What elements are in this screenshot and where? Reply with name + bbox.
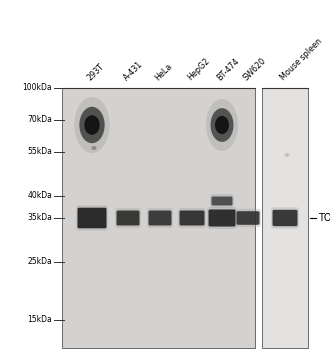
FancyBboxPatch shape: [78, 208, 107, 228]
Bar: [262, 88, 308, 348]
Text: BT-474: BT-474: [215, 56, 242, 82]
Ellipse shape: [84, 115, 100, 135]
Ellipse shape: [211, 108, 234, 142]
FancyBboxPatch shape: [116, 210, 140, 225]
FancyBboxPatch shape: [178, 208, 206, 228]
FancyBboxPatch shape: [148, 210, 172, 225]
Text: SW620: SW620: [242, 56, 268, 82]
FancyBboxPatch shape: [210, 194, 234, 208]
Text: 55kDa: 55kDa: [27, 147, 52, 156]
Ellipse shape: [74, 97, 110, 153]
Text: 40kDa: 40kDa: [27, 191, 52, 201]
Text: 35kDa: 35kDa: [27, 214, 52, 223]
FancyBboxPatch shape: [273, 210, 298, 226]
Ellipse shape: [91, 146, 96, 150]
FancyBboxPatch shape: [76, 205, 108, 231]
Text: HeLa: HeLa: [154, 61, 174, 82]
FancyBboxPatch shape: [209, 209, 236, 226]
FancyBboxPatch shape: [271, 207, 299, 229]
Ellipse shape: [206, 99, 238, 151]
Text: 293T: 293T: [86, 62, 106, 82]
Text: Mouse spleen: Mouse spleen: [279, 37, 324, 82]
Bar: [62, 88, 255, 348]
Text: TOMM34: TOMM34: [318, 213, 330, 223]
Text: HepG2: HepG2: [186, 56, 211, 82]
Text: A-431: A-431: [122, 59, 145, 82]
Ellipse shape: [284, 153, 289, 157]
Text: 25kDa: 25kDa: [27, 258, 52, 266]
Ellipse shape: [215, 116, 229, 134]
FancyBboxPatch shape: [235, 209, 261, 227]
FancyBboxPatch shape: [212, 196, 233, 205]
FancyBboxPatch shape: [180, 210, 205, 225]
FancyBboxPatch shape: [115, 208, 141, 228]
Text: 70kDa: 70kDa: [27, 116, 52, 125]
FancyBboxPatch shape: [237, 211, 259, 225]
Text: 15kDa: 15kDa: [27, 315, 52, 324]
Text: 100kDa: 100kDa: [22, 84, 52, 92]
FancyBboxPatch shape: [147, 208, 173, 228]
FancyBboxPatch shape: [207, 207, 237, 229]
Ellipse shape: [79, 107, 105, 143]
